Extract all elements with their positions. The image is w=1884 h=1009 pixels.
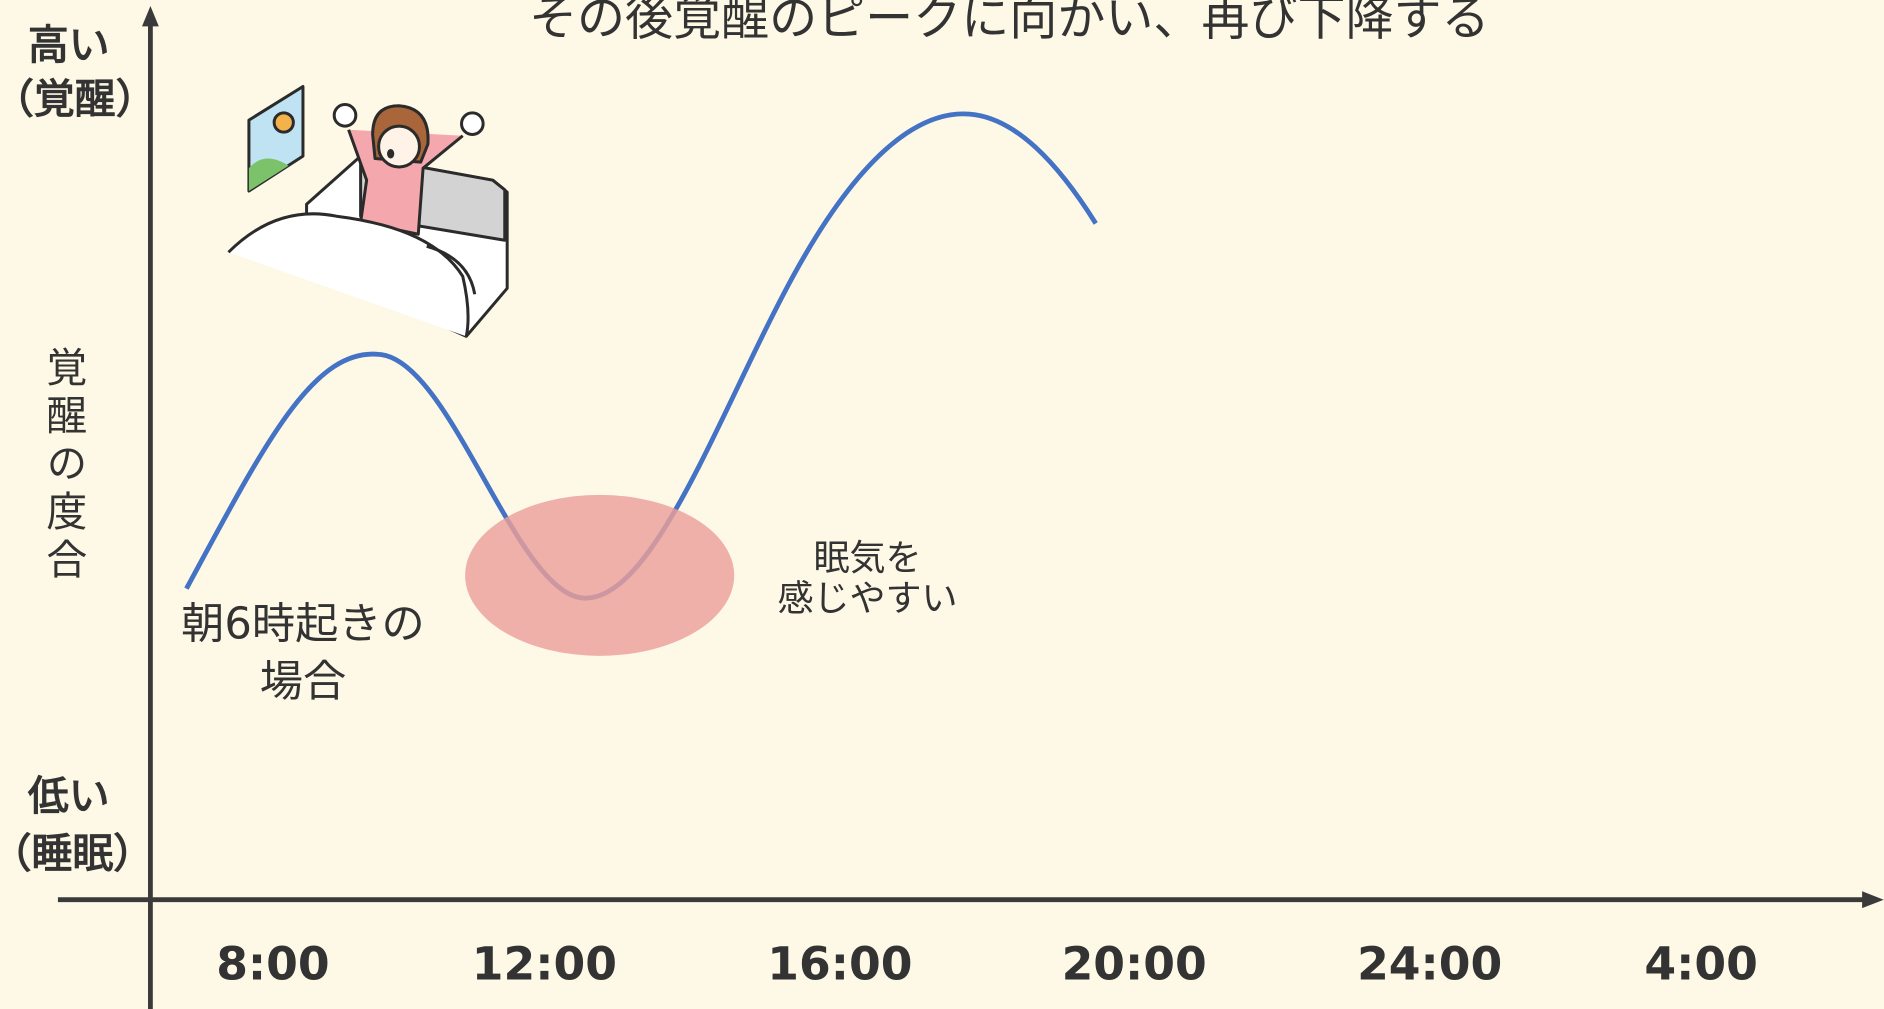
y-high-note: （覚醒） — [0, 75, 156, 123]
x-axis-arrow — [1862, 891, 1884, 909]
x-tick-label: 12:00 — [472, 937, 617, 990]
y-low-note: （睡眠） — [0, 829, 154, 877]
case-label: 場合 — [260, 657, 346, 707]
x-ticks: 8:00 12:00 16:00 20:00 24:00 4:00 — [216, 937, 1758, 990]
sleepy-zone — [465, 494, 735, 656]
x-tick-label: 4:00 — [1644, 937, 1757, 990]
case-label: 朝6時起きの — [181, 600, 425, 650]
dip-label: 眠気を — [814, 538, 922, 579]
x-tick-label: 8:00 — [216, 937, 329, 990]
x-tick-label: 20:00 — [1062, 937, 1207, 990]
y-axis-title: 覚醒の度合 — [39, 346, 87, 586]
x-tick-label: 24:00 — [1357, 937, 1502, 990]
y-axis-arrow — [142, 6, 159, 27]
x-tick-label: 16:00 — [767, 937, 912, 990]
y-high-label: 高い — [28, 21, 110, 69]
wake-up-illustration — [227, 84, 509, 338]
y-low-label: 低い — [27, 772, 110, 820]
title: その後覚醒のピークに向かい、再び下降する — [529, 0, 1490, 47]
dip-label: 感じやすい — [777, 579, 957, 620]
